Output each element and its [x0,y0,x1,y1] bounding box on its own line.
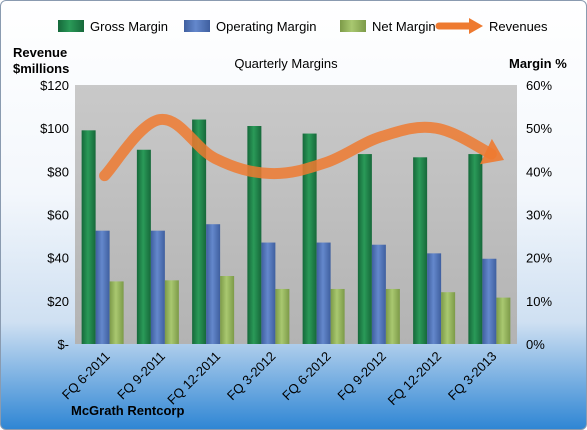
bar-net-margin-7 [496,297,511,344]
x-tick-6: FQ 12-2012 [385,349,445,409]
bar-operating-margin-5 [371,244,386,344]
y-axis-right-title: Margin % [509,56,567,71]
bar-operating-margin-0 [95,230,110,344]
legend-swatch-operating-margin [184,20,210,32]
y-left-tick-0: $- [57,337,69,352]
legend-label-revenues: Revenues [489,19,548,34]
y-left-tick-2: $40 [47,251,69,266]
legend-swatch-gross-margin [58,20,84,32]
x-tick-0: FQ 6-2011 [59,349,113,403]
bar-gross-margin-5 [357,154,372,344]
revenue-line-group [99,114,505,182]
y-right-tick-4: 40% [526,164,552,179]
x-tick-1: FQ 9-2011 [114,349,168,403]
x-tick-5: FQ 9-2012 [334,349,389,404]
company-name: McGrath Rentcorp [71,403,184,418]
bar-operating-margin-6 [427,253,442,344]
y-right-tick-0: 0% [526,337,545,352]
bar-operating-margin-7 [482,258,497,344]
legend-label-gross-margin: Gross Margin [90,19,168,34]
bar-gross-margin-0 [81,130,96,344]
bar-gross-margin-1 [136,149,151,344]
y-left-ticks: $- $20 $40 $60 $80 $100 $120 [40,78,69,352]
bar-operating-margin-4 [316,242,331,344]
bar-net-margin-0 [109,281,124,344]
bar-gross-margin-4 [302,133,317,344]
bar-net-margin-1 [164,280,179,344]
bar-gross-margin-7 [468,154,483,344]
legend-arrow-icon [469,18,483,34]
legend-label-operating-margin: Operating Margin [216,19,316,34]
legend: Gross Margin Operating Margin Net Margin Re… [58,18,548,34]
legend-label-net-margin: Net Margin [372,19,436,34]
bar-net-margin-4 [330,288,345,344]
x-tick-7: FQ 3-2013 [445,349,500,404]
y-right-tick-2: 20% [526,251,552,266]
y-right-tick-3: 30% [526,208,552,223]
y-left-tick-1: $20 [47,294,69,309]
x-tick-3: FQ 3-2012 [224,349,279,404]
y-right-tick-6: 60% [526,78,552,93]
y-right-tick-5: 50% [526,121,552,136]
x-tick-2: FQ 12-2011 [164,349,223,408]
bar-operating-margin-2 [206,224,221,344]
y-axis-left-title-line1: Revenue [13,45,67,60]
bar-net-margin-5 [385,288,400,344]
y-right-tick-1: 10% [526,294,552,309]
x-tick-4: FQ 6-2012 [279,349,334,404]
bar-net-margin-6 [441,292,456,344]
y-left-tick-6: $120 [40,78,69,93]
y-left-tick-5: $100 [40,121,69,136]
y-left-tick-4: $80 [47,164,69,179]
bar-operating-margin-3 [261,242,276,344]
y-axis-left-title-line2: $millions [13,61,69,76]
bar-operating-margin-1 [150,230,165,344]
y-right-ticks: 0% 10% 20% 30% 40% 50% 60% [526,78,552,352]
bar-gross-margin-3 [247,126,262,344]
legend-swatch-net-margin [340,20,366,32]
chart-title: Quarterly Margins [234,56,338,71]
bars-group [81,119,511,345]
bar-gross-margin-2 [192,119,207,345]
bar-gross-margin-6 [413,157,428,344]
y-left-tick-3: $60 [47,208,69,223]
revenue-arrowhead [479,138,505,165]
bar-net-margin-3 [275,288,290,344]
bar-net-margin-2 [220,276,235,344]
revenue-line [99,114,497,182]
